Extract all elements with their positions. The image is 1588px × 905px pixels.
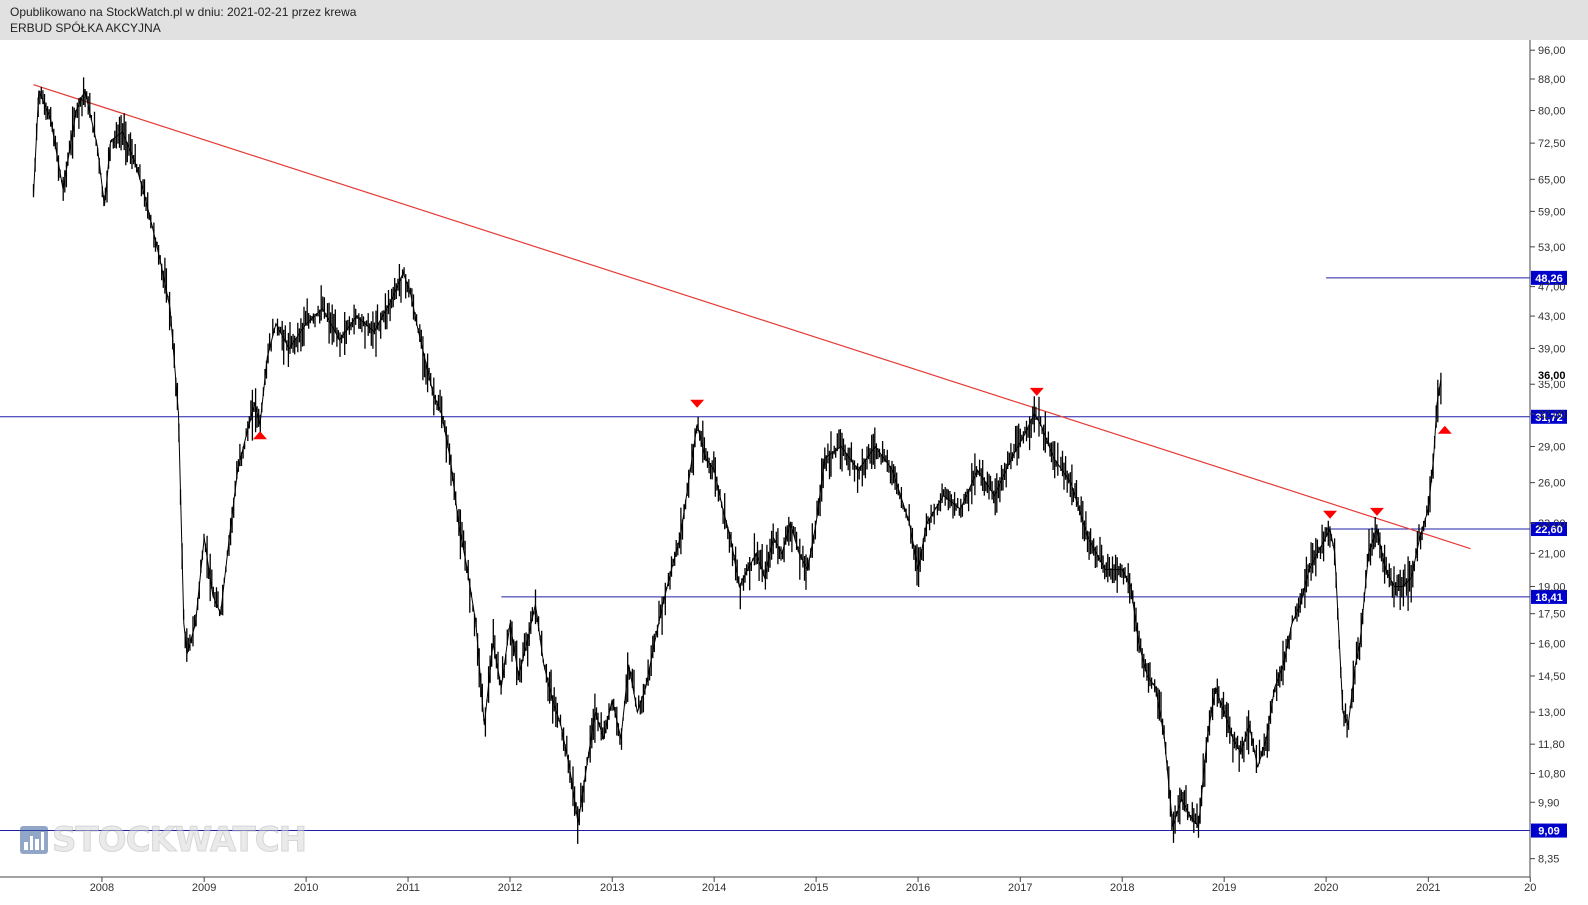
bar-chart-icon xyxy=(20,826,48,854)
x-tick-label: 2020 xyxy=(1314,882,1338,894)
horizontal-levels: 48,26 31,72 22,60 18,41 9,09 xyxy=(0,270,1567,838)
y-tick-label: 32,00 xyxy=(1538,409,1566,421)
y-tick-label: 80,00 xyxy=(1538,106,1566,118)
y-tick-label: 59,00 xyxy=(1538,206,1566,218)
y-tick-label: 26,00 xyxy=(1538,478,1566,490)
y-tick-label: 21,00 xyxy=(1538,548,1566,560)
y-tick-label: 47,00 xyxy=(1538,282,1566,294)
y-tick-label: 39,00 xyxy=(1538,343,1566,355)
y-tick-label: 16,00 xyxy=(1538,638,1566,650)
y-tick-label: 8,35 xyxy=(1538,854,1559,866)
x-tick-label: 2011 xyxy=(396,882,420,894)
price-series-group xyxy=(32,77,1442,844)
price-tag xyxy=(1531,823,1567,838)
price-tag xyxy=(1531,522,1567,537)
marker-down-icon xyxy=(1369,507,1384,516)
x-tick-label: 2014 xyxy=(702,882,726,894)
y-tick-label: 43,00 xyxy=(1538,311,1566,323)
x-tick-label: 2012 xyxy=(498,882,522,894)
price-tag xyxy=(1531,270,1567,285)
y-tick-label: 65,00 xyxy=(1538,174,1566,186)
price-line xyxy=(33,88,1442,828)
x-tick-label: 2013 xyxy=(600,882,624,894)
trendline xyxy=(33,84,1471,550)
marker-down-icon xyxy=(1029,387,1044,396)
markers-group xyxy=(253,387,1452,519)
trendline-group xyxy=(33,84,1471,550)
y-tick-label: 35,00 xyxy=(1538,379,1566,391)
x-tick-label: 2016 xyxy=(906,882,930,894)
x-tick-label: 20 xyxy=(1524,882,1536,894)
current-price-bg xyxy=(1534,367,1566,381)
chart-header: Opublikowano na StockWatch.pl w dniu: 20… xyxy=(0,0,1588,40)
x-tick-label: 2018 xyxy=(1110,882,1134,894)
x-tick-label: 2009 xyxy=(192,882,216,894)
stockwatch-watermark: STOCKWATCH xyxy=(20,820,308,861)
y-tick-label: 53,00 xyxy=(1538,242,1566,254)
price-tag-label: 22,60 xyxy=(1535,524,1563,536)
x-tick-label: 2010 xyxy=(294,882,318,894)
price-tag-label: 48,26 xyxy=(1535,273,1563,285)
price-tag-label: 18,41 xyxy=(1535,592,1563,604)
watermark-text: STOCKWATCH xyxy=(51,820,307,861)
price-tag xyxy=(1531,589,1567,604)
y-tick-label: 17,50 xyxy=(1538,609,1566,621)
publication-info: Opublikowano na StockWatch.pl w dniu: 20… xyxy=(10,5,357,19)
y-tick-label: 13,00 xyxy=(1538,707,1566,719)
y-tick-label: 14,50 xyxy=(1538,671,1566,683)
marker-down-icon xyxy=(690,399,705,408)
y-tick-label: 11,80 xyxy=(1538,739,1565,751)
y-tick-label: 23,00 xyxy=(1538,518,1566,530)
y-tick-label: 96,00 xyxy=(1538,45,1566,57)
price-tag-label: 9,09 xyxy=(1538,826,1559,838)
y-tick-label: 88,00 xyxy=(1538,74,1566,86)
y-tick-label: 9,90 xyxy=(1538,797,1559,809)
x-tick-label: 2019 xyxy=(1212,882,1236,894)
y-tick-label: 72,50 xyxy=(1538,138,1566,150)
y-tick-label: 10,80 xyxy=(1538,768,1566,780)
y-tick-label: 19,00 xyxy=(1538,581,1566,593)
price-tag-label: 31,72 xyxy=(1535,412,1563,424)
x-tick-label: 2021 xyxy=(1416,882,1440,894)
x-tick-label: 2017 xyxy=(1008,882,1032,894)
y-tick-label: 29,00 xyxy=(1538,441,1566,453)
marker-down-icon xyxy=(1323,510,1338,519)
marker-up-icon xyxy=(1437,425,1452,434)
instrument-name: ERBUD SPÓŁKA AKCYJNA xyxy=(10,21,161,35)
price-tag xyxy=(1531,409,1567,424)
axes-group: 96,00 88,00 80,00 72,50 65,00 59,00 53,00 47,00… xyxy=(0,40,1566,894)
current-price-label: 36,00 xyxy=(1538,370,1566,382)
x-tick-label: 2015 xyxy=(804,882,828,894)
x-tick-label: 2008 xyxy=(90,882,114,894)
marker-up-icon xyxy=(253,431,268,440)
